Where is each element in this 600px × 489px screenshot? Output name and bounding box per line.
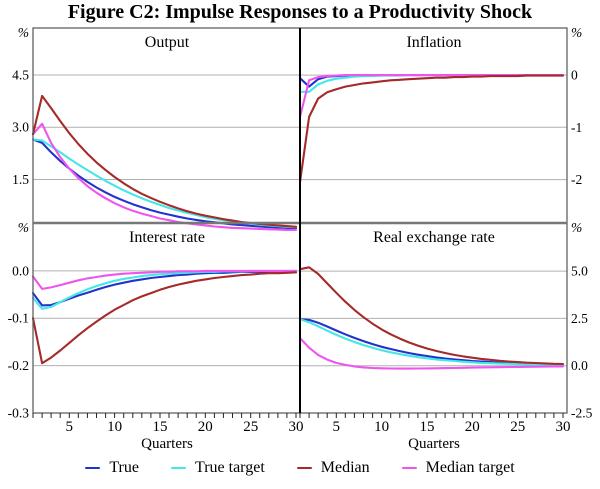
output-true-line [31, 138, 298, 230]
output-median-target-line [31, 122, 298, 232]
y-axis-tick-label: -0.2 [8, 358, 29, 373]
y-axis-tick-label: 0.0 [571, 358, 588, 373]
y-axis-tick-label: -0.1 [8, 311, 29, 326]
x-axis-title: Quarters [408, 436, 460, 452]
y-axis-tick-label: 0 [571, 68, 578, 83]
panel-title: Inflation [406, 34, 461, 51]
real-exchange-rate-median-line [298, 266, 565, 366]
y-axis-tick-label: -2 [571, 172, 582, 187]
y-axis-tick-label: -0.3 [8, 406, 30, 421]
legend-swatch-median [296, 466, 312, 470]
panel-title: Interest rate [129, 229, 205, 246]
x-axis-tick-label: 30 [556, 419, 571, 435]
legend-item-true: True [85, 459, 139, 477]
x-axis-tick-label: 5 [66, 419, 74, 435]
x-axis-tick-label: 15 [153, 419, 168, 435]
inflation-median-target-line [298, 74, 565, 118]
x-axis-tick-label: 25 [510, 419, 525, 435]
real-exchange-rate-median-target-line [298, 337, 565, 370]
x-axis-tick-label: 30 [289, 419, 304, 435]
legend-label-true: True [109, 459, 139, 476]
y-axis-unit-label: % [18, 25, 29, 40]
legend-swatch-true-target [170, 466, 186, 470]
legend-label-median-target: Median target [425, 459, 515, 476]
y-axis-unit-label: % [18, 220, 29, 235]
legend-label-true-target: True target [194, 459, 265, 476]
y-axis-unit-label: % [571, 220, 582, 235]
legend-item-median-target: Median target [401, 459, 515, 477]
x-axis-tick-label: 15 [420, 419, 435, 435]
y-axis-tick-label: 2.5 [571, 311, 588, 326]
y-axis-tick-label: 4.5 [12, 68, 29, 83]
x-axis-title: Quarters [141, 436, 193, 452]
panel-title: Output [145, 34, 190, 51]
legend-item-median: Median [296, 459, 370, 477]
y-axis-tick-label: 1.5 [12, 172, 29, 187]
y-axis-tick-label: 5.0 [571, 264, 588, 279]
x-axis-tick-label: 20 [465, 419, 480, 435]
chart-legend: True True target Median Median target [0, 459, 600, 477]
y-axis-tick-label: -1 [571, 120, 582, 135]
x-axis-tick-label: 10 [107, 419, 122, 435]
inflation-median-line [298, 74, 565, 184]
x-axis-tick-label: 20 [198, 419, 213, 435]
y-axis-tick-label: 3.0 [12, 120, 29, 135]
y-axis-tick-label: -2.5 [571, 406, 593, 421]
x-axis-tick-label: 10 [374, 419, 389, 435]
interest-rate-median-line [31, 271, 298, 365]
real-exchange-rate-true-target-line [298, 318, 565, 366]
x-axis-tick-label: 5 [333, 419, 341, 435]
legend-label-median: Median [320, 459, 370, 476]
legend-item-true-target: True target [170, 459, 265, 477]
figure-title: Figure C2: Impulse Responses to a Produc… [67, 1, 533, 23]
panel-title: Real exchange rate [373, 229, 495, 246]
legend-swatch-true [85, 466, 101, 470]
y-axis-tick-label: 0.0 [12, 263, 29, 278]
legend-swatch-median-target [401, 466, 417, 470]
x-axis-tick-label: 25 [243, 419, 258, 435]
interest-rate-median-target-line [31, 269, 298, 290]
y-axis-unit-label: % [571, 25, 582, 40]
